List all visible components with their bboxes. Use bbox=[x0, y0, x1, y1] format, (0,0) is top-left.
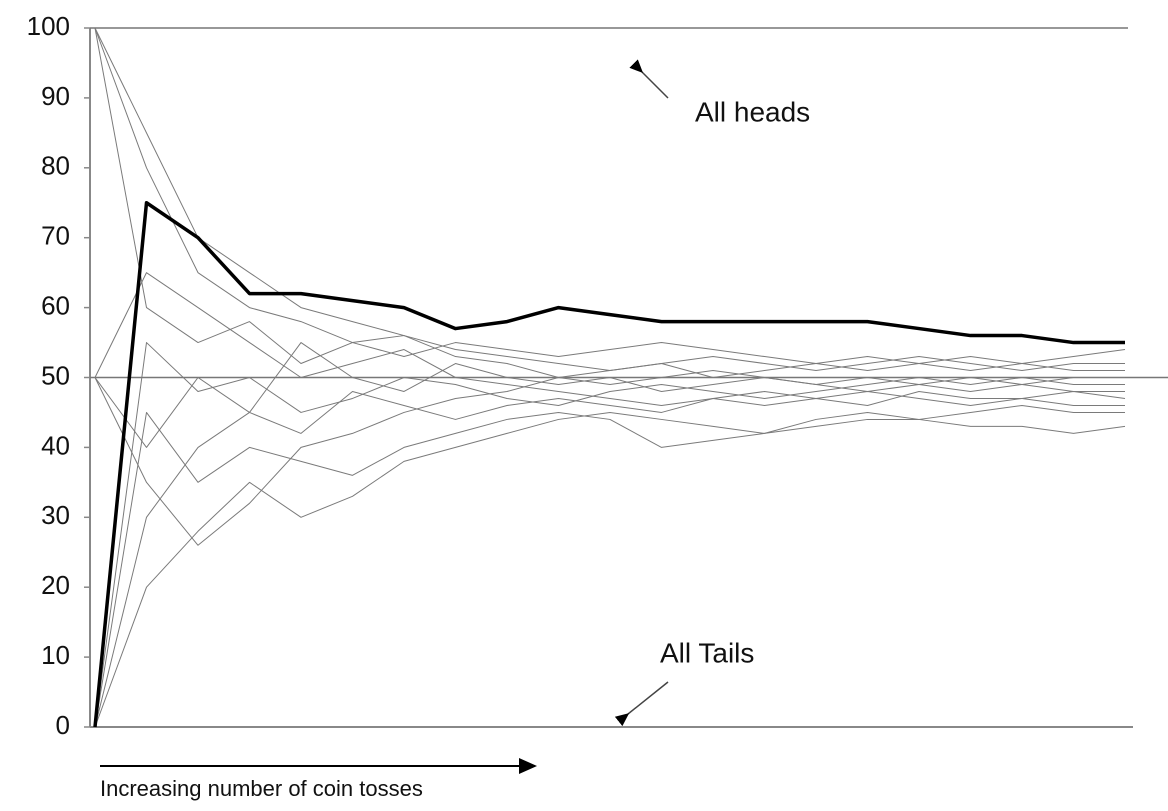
series-line bbox=[94, 272, 1126, 406]
y-tick-label: 50 bbox=[41, 360, 70, 390]
arrow bbox=[614, 681, 669, 727]
y-tick-label: 20 bbox=[41, 570, 70, 600]
series-line bbox=[94, 27, 1125, 372]
y-tick-label: 30 bbox=[41, 500, 70, 530]
y-tick-label: 0 bbox=[56, 710, 70, 740]
series-line bbox=[94, 370, 1125, 546]
series-line bbox=[94, 390, 1125, 728]
series-line bbox=[94, 404, 1125, 728]
y-tick-label: 60 bbox=[41, 290, 70, 320]
series-line bbox=[94, 27, 1125, 372]
y-tick-label: 80 bbox=[41, 151, 70, 181]
series-line bbox=[94, 342, 1125, 448]
y-tick-label: 90 bbox=[41, 81, 70, 111]
annotation: All Tails bbox=[660, 637, 754, 668]
series-line bbox=[93, 201, 1125, 728]
x-axis-label: Increasing number of coin tosses bbox=[100, 776, 423, 801]
series-line bbox=[94, 342, 1125, 728]
y-tick-label: 40 bbox=[41, 430, 70, 460]
arrow bbox=[629, 59, 669, 99]
series-line bbox=[94, 411, 1126, 728]
y-tick-label: 10 bbox=[41, 640, 70, 670]
annotation: All heads bbox=[695, 96, 810, 127]
series-line bbox=[94, 27, 1126, 378]
y-tick-label: 100 bbox=[27, 11, 70, 41]
y-tick-label: 70 bbox=[41, 221, 70, 251]
